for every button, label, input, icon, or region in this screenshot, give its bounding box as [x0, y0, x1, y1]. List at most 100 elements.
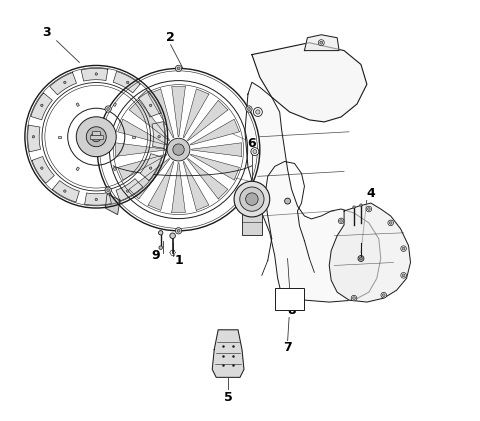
Circle shape: [351, 296, 357, 301]
Circle shape: [32, 136, 35, 138]
Circle shape: [173, 144, 184, 155]
Polygon shape: [212, 330, 244, 377]
Polygon shape: [28, 125, 41, 152]
Circle shape: [246, 187, 252, 193]
Circle shape: [76, 117, 116, 157]
Text: 9: 9: [151, 249, 160, 262]
Polygon shape: [113, 72, 140, 93]
Circle shape: [246, 106, 252, 112]
Polygon shape: [148, 162, 174, 210]
Bar: [92, 131, 100, 135]
Circle shape: [175, 228, 182, 234]
Polygon shape: [116, 143, 166, 157]
Circle shape: [159, 246, 162, 249]
Bar: [58, 136, 60, 138]
Polygon shape: [50, 72, 76, 95]
Circle shape: [64, 190, 66, 192]
Polygon shape: [84, 192, 111, 205]
Bar: [113, 167, 117, 171]
Text: 6: 6: [248, 137, 256, 150]
Polygon shape: [81, 68, 108, 81]
Polygon shape: [188, 100, 228, 141]
Circle shape: [158, 136, 160, 138]
Circle shape: [107, 108, 109, 110]
Circle shape: [340, 219, 343, 222]
Text: 5: 5: [224, 391, 232, 404]
Polygon shape: [129, 100, 169, 141]
Bar: [242, 213, 262, 235]
Circle shape: [402, 274, 405, 277]
Circle shape: [149, 167, 152, 169]
Polygon shape: [31, 93, 52, 120]
Circle shape: [401, 246, 407, 251]
Circle shape: [256, 110, 260, 114]
Circle shape: [353, 297, 355, 299]
Circle shape: [105, 106, 111, 112]
Circle shape: [107, 189, 109, 192]
Bar: [113, 103, 117, 107]
Circle shape: [358, 256, 364, 261]
Bar: [275, 288, 304, 310]
Circle shape: [170, 233, 175, 239]
Polygon shape: [188, 159, 228, 199]
Circle shape: [177, 229, 180, 232]
Circle shape: [86, 127, 106, 147]
Circle shape: [175, 65, 182, 72]
Bar: [132, 136, 135, 138]
Text: 3: 3: [42, 26, 51, 39]
Circle shape: [381, 292, 386, 298]
Circle shape: [149, 104, 152, 107]
Circle shape: [126, 190, 129, 192]
Circle shape: [402, 247, 405, 250]
Bar: [90, 135, 103, 139]
Circle shape: [248, 108, 251, 110]
Bar: [76, 103, 79, 107]
Circle shape: [91, 132, 101, 142]
Polygon shape: [138, 90, 160, 117]
Circle shape: [360, 257, 362, 260]
Circle shape: [338, 218, 344, 224]
Polygon shape: [183, 89, 209, 138]
Polygon shape: [152, 122, 165, 148]
Text: 2: 2: [166, 31, 175, 44]
Circle shape: [251, 187, 259, 195]
Circle shape: [388, 220, 394, 226]
Bar: [76, 167, 79, 171]
Polygon shape: [32, 157, 54, 183]
Polygon shape: [252, 43, 367, 122]
Circle shape: [285, 198, 290, 204]
Polygon shape: [148, 89, 174, 138]
Text: 8: 8: [287, 304, 296, 317]
Polygon shape: [140, 154, 162, 181]
Circle shape: [246, 193, 258, 205]
Circle shape: [253, 189, 257, 193]
Circle shape: [158, 231, 163, 235]
Polygon shape: [172, 87, 185, 137]
Polygon shape: [129, 159, 169, 199]
Circle shape: [383, 294, 385, 296]
Circle shape: [353, 206, 355, 208]
Text: 1: 1: [174, 254, 183, 267]
Circle shape: [253, 107, 262, 117]
Circle shape: [251, 148, 259, 155]
Circle shape: [167, 138, 190, 161]
Polygon shape: [191, 154, 240, 180]
Polygon shape: [116, 179, 143, 201]
Polygon shape: [192, 143, 241, 157]
Polygon shape: [183, 162, 209, 210]
Polygon shape: [52, 181, 79, 202]
Polygon shape: [329, 203, 410, 302]
Polygon shape: [106, 194, 120, 215]
Circle shape: [366, 206, 372, 212]
Circle shape: [177, 67, 180, 70]
Polygon shape: [304, 35, 339, 51]
Polygon shape: [172, 163, 185, 213]
Circle shape: [360, 204, 362, 206]
Circle shape: [318, 40, 324, 45]
Circle shape: [41, 104, 43, 107]
Circle shape: [248, 189, 251, 192]
Circle shape: [240, 187, 264, 211]
Text: 4: 4: [366, 187, 375, 200]
Circle shape: [95, 73, 97, 75]
Circle shape: [253, 149, 257, 154]
